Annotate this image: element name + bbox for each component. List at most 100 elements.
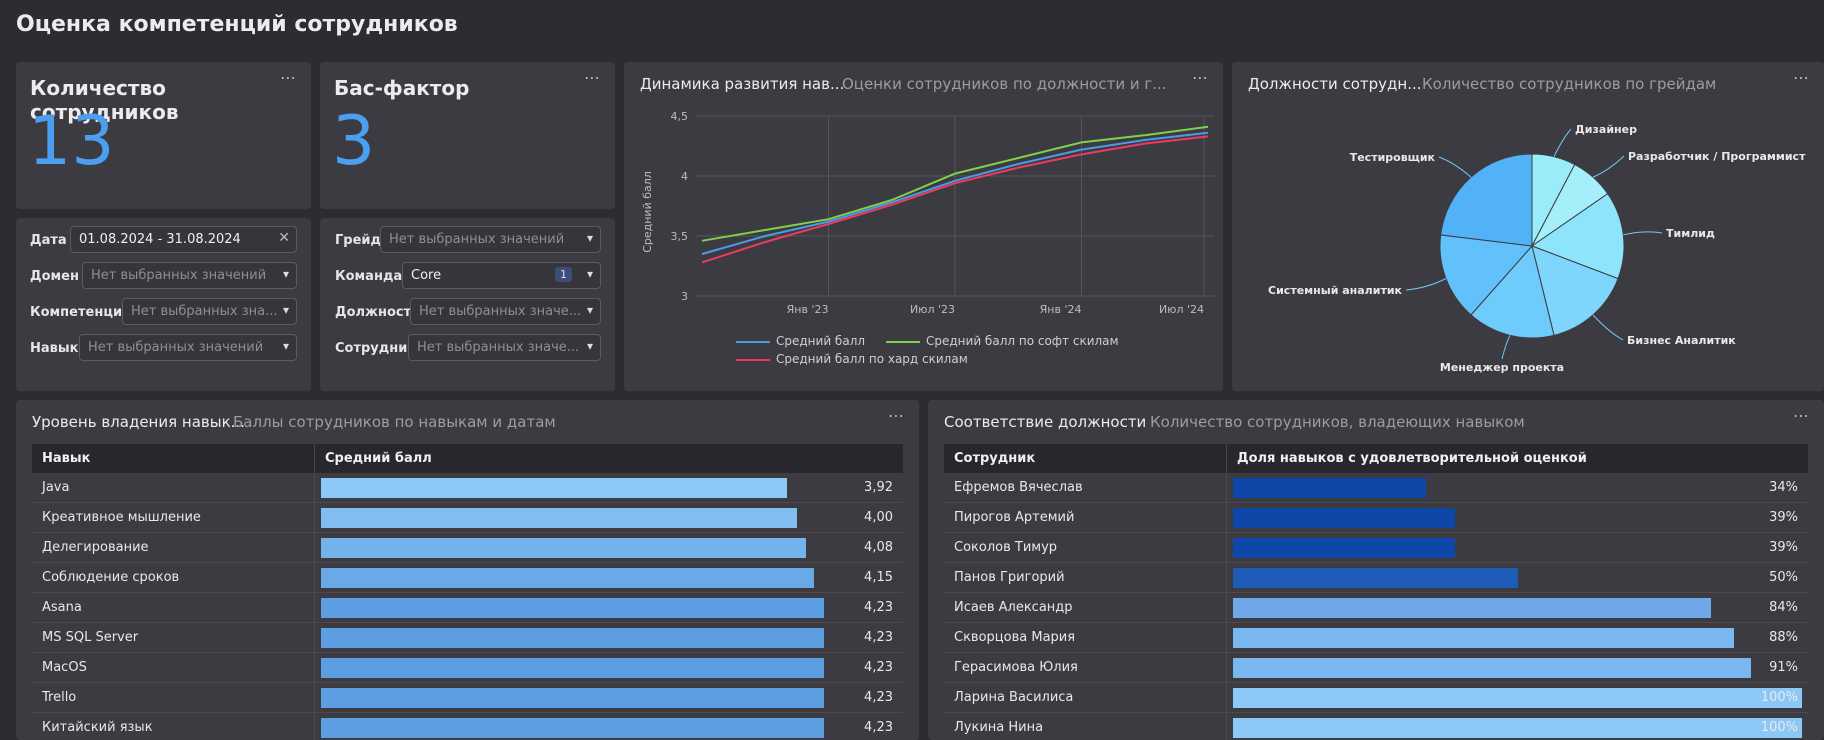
table-row[interactable]: MacOS 4,23 [32, 653, 903, 683]
table-row[interactable]: Соколов Тимур 39% [944, 533, 1808, 563]
column-header-skill[interactable]: Навык [32, 444, 315, 473]
score-value: 4,23 [864, 720, 893, 735]
tab-position-match[interactable]: Соответствие должности [944, 413, 1146, 431]
share-cell: 100% [1227, 683, 1808, 712]
pie-slice[interactable] [1441, 154, 1532, 246]
team-select[interactable]: Core 1 ▾ [402, 262, 601, 289]
table-row[interactable]: Пирогов Артемий 39% [944, 503, 1808, 533]
skill-name: Asana [32, 593, 315, 622]
skill-level-card: Уровень владения навык... Баллы сотрудни… [16, 400, 919, 740]
table-row[interactable]: Соблюдение сроков 4,15 [32, 563, 903, 593]
skill-name: Китайский язык [32, 713, 315, 740]
employee-name: Скворцова Мария [944, 623, 1227, 652]
table-header: Навык Средний балл [32, 444, 903, 473]
pie-leader-line [1593, 315, 1623, 340]
table-row[interactable]: Панов Григорий 50% [944, 563, 1808, 593]
domain-placeholder: Нет выбранных значений [91, 268, 266, 283]
score-value: 4,23 [864, 600, 893, 615]
date-range-input[interactable]: 01.08.2024 - 31.08.2024 ✕ [70, 226, 297, 253]
table-row[interactable]: Герасимова Юлия 91% [944, 653, 1808, 683]
legend-item[interactable]: Средний балл по софт скилам [886, 334, 1119, 348]
score-bar [321, 568, 814, 588]
skill-name: MacOS [32, 653, 315, 682]
score-value: 3,92 [864, 480, 893, 495]
score-bar [321, 688, 824, 708]
employee-name: Исаев Александр [944, 593, 1227, 622]
employee-name: Герасимова Юлия [944, 653, 1227, 682]
page-title: Оценка компетенций сотрудников [16, 12, 458, 37]
skill-name: Креативное мышление [32, 503, 315, 532]
table-row[interactable]: Китайский язык 4,23 [32, 713, 903, 740]
pie-label: Тимлид [1666, 227, 1715, 240]
column-header-share[interactable]: Доля навыков с удовлетворительной оценко… [1227, 444, 1808, 473]
more-icon[interactable]: ⋯ [280, 68, 297, 87]
table-row[interactable]: Исаев Александр 84% [944, 593, 1808, 623]
score-cell: 4,23 [315, 623, 903, 652]
employee-count-card: Количество сотрудников 13 ⋯ [16, 62, 311, 209]
share-bar [1233, 658, 1751, 678]
position-select[interactable]: Нет выбранных значе... ▾ [410, 298, 601, 325]
chevron-down-icon: ▾ [587, 231, 593, 245]
skill-select[interactable]: Нет выбранных значений ▾ [79, 334, 297, 361]
share-value: 39% [1769, 540, 1798, 555]
share-cell: 39% [1227, 533, 1808, 562]
score-cell: 4,00 [315, 503, 903, 532]
team-count-badge: 1 [555, 267, 572, 282]
legend-label: Средний балл по хард скилам [776, 352, 968, 366]
competence-select[interactable]: Нет выбранных зна... ▾ [122, 298, 297, 325]
score-value: 4,23 [864, 660, 893, 675]
score-bar [321, 628, 824, 648]
match-table: Сотрудник Доля навыков с удовлетворитель… [944, 444, 1808, 740]
table-row[interactable]: Делегирование 4,08 [32, 533, 903, 563]
table-row[interactable]: Креативное мышление 4,00 [32, 503, 903, 533]
table-row[interactable]: Asana 4,23 [32, 593, 903, 623]
table-row[interactable]: Лукина Нина 100% [944, 713, 1808, 740]
share-value: 50% [1769, 570, 1798, 585]
pie-leader-line [1406, 279, 1446, 290]
score-cell: 4,23 [315, 593, 903, 622]
table-row[interactable]: Скворцова Мария 88% [944, 623, 1808, 653]
more-icon[interactable]: ⋯ [888, 406, 905, 425]
score-cell: 4,23 [315, 713, 903, 740]
employee-name: Ларина Василиса [944, 683, 1227, 712]
pie-label: Тестировщик [1350, 151, 1436, 164]
clear-icon[interactable]: ✕ [278, 230, 290, 246]
table-row[interactable]: Ларина Василиса 100% [944, 683, 1808, 713]
chevron-down-icon: ▾ [283, 267, 289, 281]
skill-label: Навык [30, 341, 78, 356]
share-cell: 39% [1227, 503, 1808, 532]
table-row[interactable]: Trello 4,23 [32, 683, 903, 713]
skills-dynamics-card: Динамика развития нав... Оценки сотрудни… [624, 62, 1223, 391]
employee-name: Панов Григорий [944, 563, 1227, 592]
skill-placeholder: Нет выбранных значений [88, 340, 263, 355]
more-icon[interactable]: ⋯ [1793, 406, 1810, 425]
pie-leader-line [1593, 156, 1624, 177]
tab-skill-owners[interactable]: Количество сотрудников, владеющих навыко… [1150, 413, 1525, 431]
domain-select[interactable]: Нет выбранных значений ▾ [82, 262, 297, 289]
skill-name: MS SQL Server [32, 623, 315, 652]
more-icon[interactable]: ⋯ [584, 68, 601, 87]
legend-item[interactable]: Средний балл [736, 334, 865, 348]
pie-leader-line [1623, 232, 1662, 235]
grade-select[interactable]: Нет выбранных значений ▾ [380, 226, 601, 253]
share-bar [1233, 538, 1455, 558]
table-body: Ефремов Вячеслав 34% Пирогов Артемий 39% Сок… [944, 473, 1808, 740]
score-value: 4,00 [864, 510, 893, 525]
table-row[interactable]: MS SQL Server 4,23 [32, 623, 903, 653]
score-bar [321, 538, 806, 558]
share-bar [1233, 718, 1802, 738]
legend-item[interactable]: Средний балл по хард скилам [736, 352, 968, 366]
column-header-employee[interactable]: Сотрудник [944, 444, 1227, 473]
tab-skill-scores[interactable]: Баллы сотрудников по навыкам и датам [233, 413, 556, 431]
tab-skill-level[interactable]: Уровень владения навык... [32, 413, 245, 431]
table-row[interactable]: Ефремов Вячеслав 34% [944, 473, 1808, 503]
positions-card: Должности сотрудн... Количество сотрудни… [1232, 62, 1824, 391]
team-value: Core [411, 268, 441, 283]
table-row[interactable]: Java 3,92 [32, 473, 903, 503]
employee-select[interactable]: Нет выбранных значе... ▾ [408, 334, 601, 361]
column-header-score[interactable]: Средний балл [315, 444, 903, 473]
score-bar [321, 718, 824, 738]
pie-label: Системный аналитик [1268, 284, 1403, 297]
pie-leader-line [1439, 157, 1471, 177]
share-value: 100% [1761, 690, 1798, 705]
